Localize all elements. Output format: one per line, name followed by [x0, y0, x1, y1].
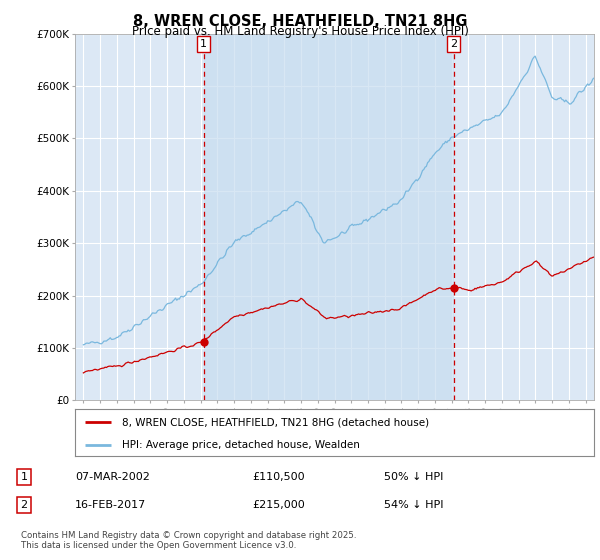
Bar [203, 34, 454, 400]
Text: 2: 2 [450, 39, 457, 49]
Text: 54% ↓ HPI: 54% ↓ HPI [384, 500, 443, 510]
Text: 16-FEB-2017: 16-FEB-2017 [75, 500, 146, 510]
Text: 2: 2 [20, 500, 28, 510]
Text: 8, WREN CLOSE, HEATHFIELD, TN21 8HG (detached house): 8, WREN CLOSE, HEATHFIELD, TN21 8HG (det… [122, 417, 429, 427]
Text: 50% ↓ HPI: 50% ↓ HPI [384, 472, 443, 482]
Text: 8, WREN CLOSE, HEATHFIELD, TN21 8HG: 8, WREN CLOSE, HEATHFIELD, TN21 8HG [133, 14, 467, 29]
Text: £110,500: £110,500 [252, 472, 305, 482]
Text: Contains HM Land Registry data © Crown copyright and database right 2025.
This d: Contains HM Land Registry data © Crown c… [21, 531, 356, 550]
Text: Price paid vs. HM Land Registry's House Price Index (HPI): Price paid vs. HM Land Registry's House … [131, 25, 469, 38]
Text: 1: 1 [200, 39, 207, 49]
Text: 07-MAR-2002: 07-MAR-2002 [75, 472, 150, 482]
Text: 1: 1 [20, 472, 28, 482]
Text: £215,000: £215,000 [252, 500, 305, 510]
Text: HPI: Average price, detached house, Wealden: HPI: Average price, detached house, Weal… [122, 440, 359, 450]
